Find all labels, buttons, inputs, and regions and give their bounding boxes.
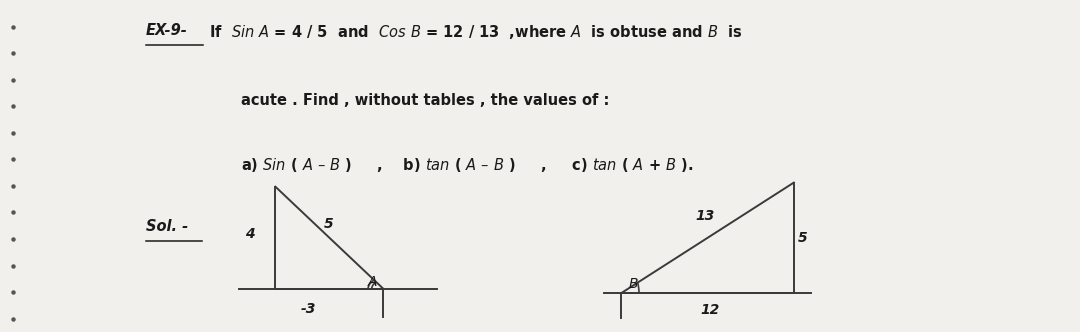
Text: If  $\mathit{Sin}$ $\mathit{A}$ = 4 / 5  and  $\mathit{Cos}$ $\mathit{B}$ = 12 /: If $\mathit{Sin}$ $\mathit{A}$ = 4 / 5 a…	[204, 23, 742, 41]
Text: $\mathit{A}$: $\mathit{A}$	[367, 275, 378, 289]
Text: acute . Find , without tables , the values of :: acute . Find , without tables , the valu…	[241, 93, 609, 108]
Text: $\mathit{B}$: $\mathit{B}$	[629, 278, 639, 291]
Text: a) $\mathit{Sin}$ ( $\mathit{A}$ – $\mathit{B}$ )     ,    b) $\mathit{tan}$ ( $: a) $\mathit{Sin}$ ( $\mathit{A}$ – $\mat…	[241, 156, 693, 174]
Text: 5: 5	[324, 216, 334, 230]
Text: EX-9-: EX-9-	[146, 23, 188, 38]
Text: Sol. -: Sol. -	[146, 219, 188, 234]
Text: 13: 13	[696, 209, 715, 223]
Text: 5: 5	[798, 231, 808, 245]
Text: 4: 4	[245, 227, 255, 241]
Text: 12: 12	[700, 303, 719, 317]
Text: -3: -3	[300, 302, 316, 316]
